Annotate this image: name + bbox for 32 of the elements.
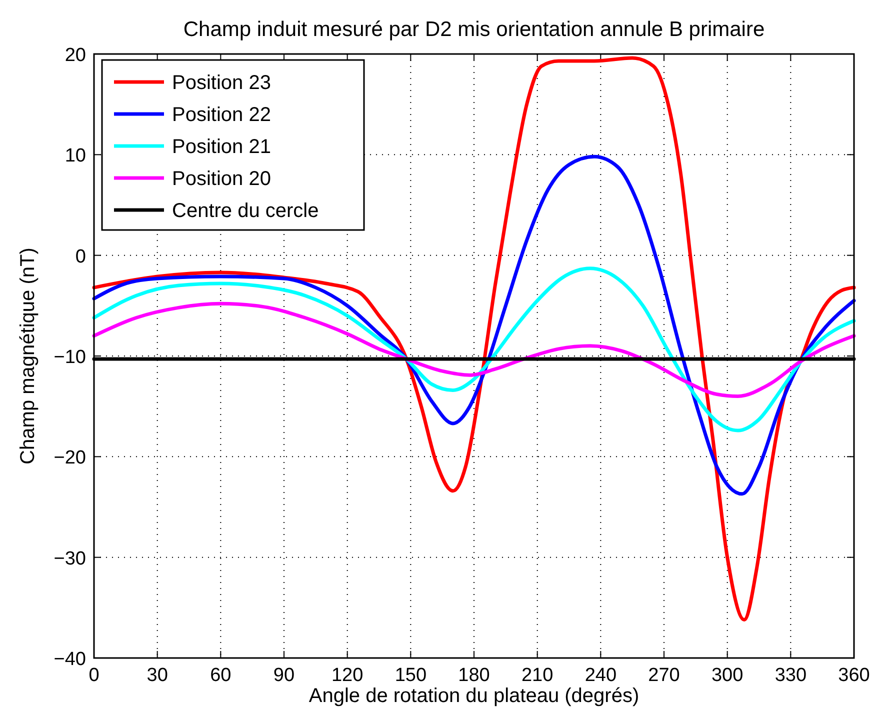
legend-label: Position 22 xyxy=(172,104,271,126)
line-series xyxy=(92,154,856,496)
y-tick-label: −20 xyxy=(54,448,86,469)
x-tick-label: 60 xyxy=(210,665,232,686)
x-tick-label: 180 xyxy=(458,665,490,686)
x-tick-label: 300 xyxy=(711,665,744,686)
x-tick-label: 210 xyxy=(521,665,554,686)
y-tick-label: −10 xyxy=(54,347,86,368)
x-tick-label: 360 xyxy=(838,665,870,686)
x-tick-label: 330 xyxy=(774,665,807,686)
y-tick-label: 20 xyxy=(64,45,86,66)
y-tick-label: −30 xyxy=(54,548,86,570)
legend-label: Position 21 xyxy=(172,136,271,158)
x-tick-label: 90 xyxy=(273,665,295,686)
y-tick-label: 10 xyxy=(64,146,86,167)
y-tick-label: −40 xyxy=(54,649,86,670)
line-series xyxy=(92,56,856,622)
x-tick-label: 150 xyxy=(394,665,427,686)
legend-label: Centre du cercle xyxy=(172,200,319,222)
x-tick-label: 120 xyxy=(331,665,364,686)
x-tick-label: 0 xyxy=(88,665,100,686)
line-series xyxy=(92,302,856,398)
y-tick-label: 0 xyxy=(75,246,86,268)
line-series xyxy=(92,266,856,432)
x-tick-label: 270 xyxy=(648,665,680,686)
x-tick-label: 240 xyxy=(584,665,617,686)
x-axis-title: Angle de rotation du plateau (degrés) xyxy=(308,685,640,707)
y-axis-title: Champ magnétique (nT) xyxy=(17,248,39,464)
legend-label: Position 20 xyxy=(172,168,271,190)
legend-label: Position 23 xyxy=(172,72,271,94)
chart-title: Champ induit mesuré par D2 mis orientation annule B primaire xyxy=(183,18,765,41)
x-tick-label: 30 xyxy=(146,665,168,686)
